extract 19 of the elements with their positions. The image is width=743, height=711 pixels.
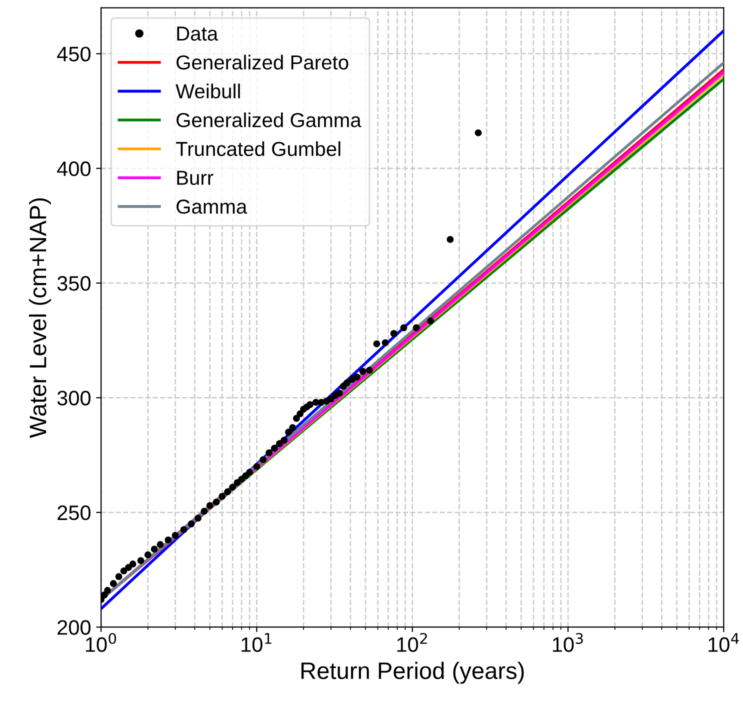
- legend-label: Data: [177, 26, 218, 41]
- legend-label: Truncated Gumbel: [176, 141, 340, 156]
- x-tick-label: 10$^{1}$: [242, 633, 272, 652]
- x-tick-label: 10$^{4}$: [708, 633, 739, 652]
- y-tick-label: 350: [57, 276, 91, 291]
- y-tick-label: 450: [57, 46, 91, 62]
- legend-label: Generalized Gamma: [176, 112, 362, 128]
- y-tick-label: 200: [58, 620, 91, 635]
- legend-label: Generalized Pareto: [176, 54, 348, 70]
- y-axis-title: Water Level (cm+NAP): [29, 198, 52, 438]
- y-tick-label: 250: [58, 505, 91, 520]
- x-tick-label: 10$^{3}$: [552, 632, 583, 652]
- x-axis-title: Return Period (years): [301, 662, 524, 684]
- legend-label: Gamma: [176, 200, 248, 214]
- y-tick-label: 300: [57, 390, 91, 406]
- legend-label: Weibull: [176, 84, 240, 98]
- y-tick-label: 400: [57, 161, 91, 176]
- x-tick-label: 10$^{2}$: [397, 632, 427, 652]
- legend-label: Burr: [177, 170, 214, 185]
